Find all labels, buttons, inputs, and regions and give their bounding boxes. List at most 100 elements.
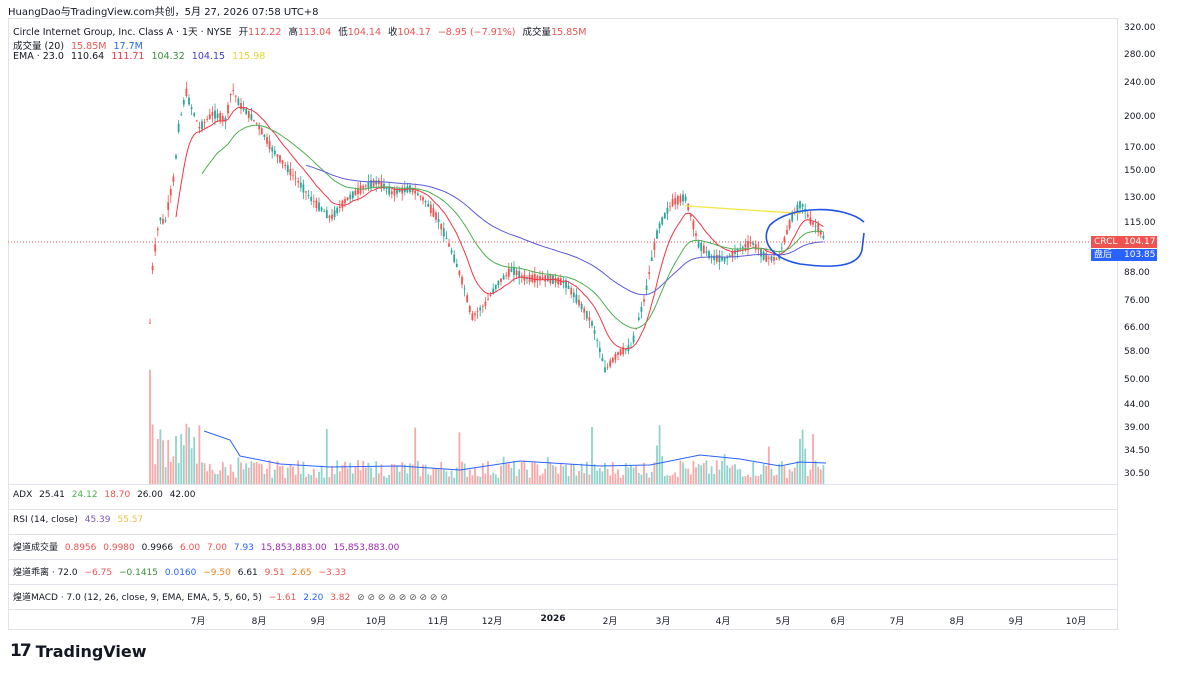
pane-divider (8, 484, 1118, 485)
volume-label: 成交量 (522, 27, 552, 38)
y-tick: 115.00 (1124, 218, 1156, 228)
volume-legend[interactable]: 成交量 (20) 15.85M 17.7M (13, 38, 147, 52)
hdvol-v3: 0.9966 (141, 543, 174, 553)
low-label: 低 (338, 27, 348, 38)
hdvol-v2: 0.9980 (103, 543, 135, 553)
hdmacd-v1: −1.61 (268, 593, 297, 603)
x-tick: 2月 (602, 617, 618, 627)
tradingview-logo[interactable]: 𝟭𝟳 TradingView (10, 641, 147, 661)
hdmacd-v3: 3.82 (330, 593, 351, 603)
y-tick: 30.50 (1124, 469, 1150, 479)
x-tick: 10月 (365, 617, 387, 627)
hdbias-v6: 9.51 (264, 568, 285, 578)
vol-legend-v2: 17.7M (113, 41, 143, 52)
after-hours-value: 103.85 (1121, 249, 1157, 261)
x-tick: 5月 (775, 617, 791, 627)
volume-value: 15.85M (551, 27, 587, 38)
y-tick: 44.00 (1124, 400, 1150, 410)
hdmacd-v2: 2.20 (303, 593, 324, 603)
hdbias-v5: 6.61 (237, 568, 258, 578)
x-tick: 12月 (481, 617, 503, 627)
low-value: 104.14 (347, 27, 381, 38)
x-tick: 2026 (540, 614, 566, 624)
chart-frame (8, 18, 1118, 630)
hdbias-v2: −0.1415 (118, 568, 159, 578)
vol-legend-label: 成交量 (20) (13, 41, 65, 52)
x-tick: 11月 (427, 617, 449, 627)
hdbias-label: 煌道乖离 · 72.0 (13, 568, 78, 578)
brand-name: TradingView (35, 641, 147, 661)
vol-legend-v1: 15.85M (71, 41, 107, 52)
adx-v1: 25.41 (39, 490, 65, 500)
x-tick: 7月 (190, 617, 206, 627)
y-tick: 280.00 (1124, 50, 1156, 60)
change-value: −8.95 (−7.91%) (437, 27, 516, 38)
after-hours-label: 盘后 (1091, 249, 1121, 261)
hdvol-v1: 0.8956 (64, 543, 97, 553)
hdvol-v6: 7.93 (233, 543, 254, 553)
hdmacd-v4: ⊘ ⊘ ⊘ ⊘ ⊘ ⊘ ⊘ ⊘ ⊘ (357, 593, 448, 603)
hdmacd-label: 煌道MACD · 7.0 (12, 26, close, 9, EMA, EMA… (13, 593, 262, 603)
pane-divider (8, 609, 1118, 610)
rsi-label: RSI (14, close) (13, 515, 78, 525)
hdbias-v8: −3.33 (318, 568, 347, 578)
y-tick: 39.00 (1124, 423, 1150, 433)
rsi-v1: 45.39 (84, 515, 111, 525)
x-tick: 6月 (830, 617, 846, 627)
rsi-v2: 55.57 (117, 515, 144, 525)
close-label: 收 (388, 27, 398, 38)
rsi-legend[interactable]: RSI (14, close) 45.39 55.57 (13, 515, 147, 525)
y-tick: 50.00 (1124, 375, 1150, 385)
y-tick: 240.00 (1124, 78, 1156, 88)
x-tick: 8月 (251, 617, 267, 627)
tradingview-logo-icon: 𝟭𝟳 (10, 641, 32, 661)
attribution-header: HuangDao与TradingView.com共创，5月 27, 2026 0… (8, 7, 319, 18)
y-tick: 150.00 (1124, 166, 1156, 176)
x-tick: 9月 (1008, 617, 1024, 627)
hdvol-legend[interactable]: 煌道成交量 0.8956 0.9980 0.9966 6.00 7.00 7.9… (13, 540, 403, 553)
hdbias-legend[interactable]: 煌道乖离 · 72.0 −6.75 −0.1415 0.0160 −9.50 6… (13, 565, 350, 578)
adx-v4: 26.00 (137, 490, 163, 500)
y-tick: 88.00 (1124, 268, 1150, 278)
y-tick: 320.00 (1124, 23, 1156, 33)
pane-divider (8, 509, 1118, 510)
pane-divider (8, 559, 1118, 560)
y-tick: 58.00 (1124, 347, 1150, 357)
y-tick: 130.00 (1124, 193, 1156, 203)
ema-legend[interactable]: EMA · 23.0 110.64 111.71 104.32 104.15 1… (13, 51, 269, 62)
hdvol-v8: 15,853,883.00 (333, 543, 400, 553)
pane-divider (8, 534, 1118, 535)
ema-legend-v5: 115.98 (232, 51, 266, 62)
pane-divider (8, 584, 1118, 585)
hdvol-label: 煌道成交量 (13, 543, 59, 553)
y-tick: 76.00 (1124, 296, 1150, 306)
hdbias-v7: 2.65 (291, 568, 312, 578)
open-value: 112.22 (248, 27, 282, 38)
y-tick: 66.00 (1124, 323, 1150, 333)
x-tick: 9月 (310, 617, 326, 627)
ema-legend-v1: 110.64 (70, 51, 105, 62)
ema-legend-label: EMA · 23.0 (13, 51, 64, 62)
hdvol-v4: 6.00 (180, 543, 201, 553)
open-label: 开 (238, 27, 249, 38)
hdbias-v4: −9.50 (203, 568, 231, 578)
adx-legend[interactable]: ADX 25.41 24.12 18.70 26.00 42.00 (13, 490, 199, 500)
ema-legend-v3: 104.32 (151, 51, 185, 62)
last-price-symbol: CRCL (1094, 237, 1118, 247)
adx-v2: 24.12 (71, 490, 98, 500)
x-tick: 7月 (889, 617, 905, 627)
hdvol-v7: 15,853,883.00 (260, 543, 327, 553)
x-tick: 4月 (715, 617, 731, 627)
adx-label: ADX (13, 490, 33, 500)
hdmacd-legend[interactable]: 煌道MACD · 7.0 (12, 26, close, 9, EMA, EMA… (13, 590, 452, 603)
high-value: 113.04 (297, 27, 332, 38)
symbol-legend[interactable]: Circle Internet Group, Inc. Class A · 1天… (13, 24, 590, 38)
x-tick: 3月 (655, 617, 671, 627)
hdvol-v5: 7.00 (206, 543, 227, 553)
hdbias-v3: 0.0160 (164, 568, 197, 578)
last-price-value: 104.17 (1121, 236, 1157, 248)
x-tick: 10月 (1065, 617, 1087, 627)
y-tick: 34.50 (1124, 446, 1150, 456)
x-tick: 8月 (949, 617, 965, 627)
symbol-title: Circle Internet Group, Inc. Class A · 1天… (13, 27, 232, 38)
